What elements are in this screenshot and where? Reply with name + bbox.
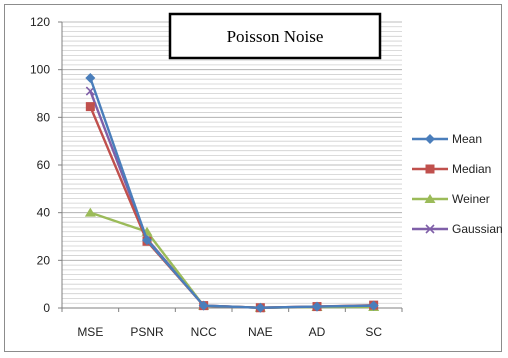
legend-marker xyxy=(425,164,435,174)
legend-label: Mean xyxy=(452,132,482,146)
legend-item-weiner: Weiner xyxy=(412,192,490,206)
point-weiner xyxy=(84,207,96,217)
legend-marker xyxy=(425,224,435,234)
series-layer xyxy=(84,73,380,313)
series-mean xyxy=(85,73,379,313)
legend-item-median: Median xyxy=(412,162,491,176)
legend-marker xyxy=(424,194,436,203)
legend-item-gaussian: Gaussian xyxy=(412,222,503,236)
title-box xyxy=(168,12,382,60)
legend: Mean Median Weiner Gaussian xyxy=(412,132,503,236)
chart-title-box: Poisson Noise xyxy=(168,12,382,60)
point-mean xyxy=(85,73,96,84)
point-mean xyxy=(142,235,152,246)
y-tick-label: 100 xyxy=(30,63,50,77)
x-tick-label: NCC xyxy=(191,325,217,339)
point-mean xyxy=(312,301,322,312)
x-tick-label: MSE xyxy=(77,325,103,339)
y-tick-label: 40 xyxy=(37,206,51,220)
point-mean xyxy=(198,300,209,311)
y-tick-label: 20 xyxy=(37,253,51,267)
point-mean xyxy=(368,300,379,311)
point-median xyxy=(85,102,95,112)
series-weiner xyxy=(84,207,380,312)
chart-title: Poisson Noise xyxy=(227,27,324,46)
x-tick-label: SC xyxy=(365,325,382,339)
y-tick-label: 80 xyxy=(37,110,51,124)
x-tick-label: AD xyxy=(309,325,326,339)
series-line-mean xyxy=(89,77,374,309)
legend-label: Median xyxy=(452,162,491,176)
legend-marker xyxy=(425,134,435,144)
legend-label: Gaussian xyxy=(452,222,503,236)
y-tick-label: 0 xyxy=(43,301,50,315)
series-median xyxy=(85,102,379,313)
point-mean xyxy=(255,302,266,313)
y-tick-label: 60 xyxy=(37,158,51,172)
x-tick-label: PSNR xyxy=(130,325,164,339)
x-tick-label: NAE xyxy=(248,325,273,339)
y-tick-label: 120 xyxy=(30,15,50,29)
axes: 0 20 40 60 80 100 120 MSE PSNR NCC NAE AD SC xyxy=(30,15,403,339)
legend-label: Weiner xyxy=(452,192,490,206)
legend-item-mean: Mean xyxy=(412,132,482,146)
